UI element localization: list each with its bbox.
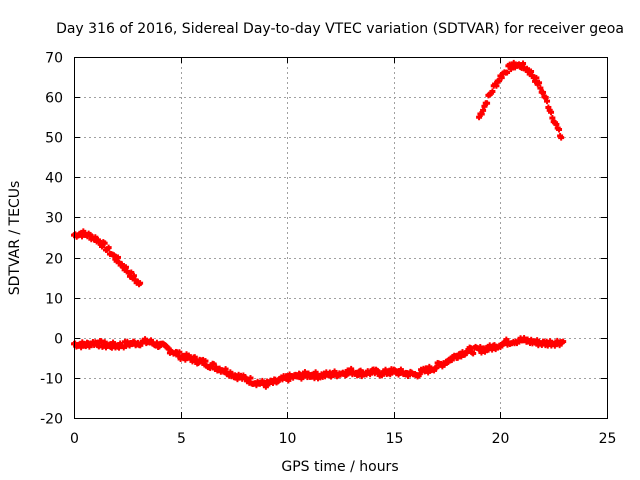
y-tick-label: 0	[54, 332, 63, 348]
y-axis-label: SDTVAR / TECUs	[7, 181, 23, 296]
y-tick-label: 50	[45, 131, 63, 147]
y-tick-label: 40	[45, 171, 63, 187]
x-tick-label: 20	[492, 431, 510, 447]
x-tick-label: 15	[386, 431, 404, 447]
y-tick-label: 60	[45, 91, 63, 107]
data-traces	[71, 59, 567, 390]
y-tick-label: -10	[40, 372, 63, 388]
x-axis-label: GPS time / hours	[281, 459, 398, 475]
chart-title: Day 316 of 2016, Sidereal Day-to-day VTE…	[56, 21, 624, 37]
series-trace-early-high	[71, 228, 144, 288]
y-tick-label: 70	[45, 51, 63, 67]
x-tick-label: 5	[177, 431, 186, 447]
x-tick-label: 10	[279, 431, 297, 447]
axis-ticks: 0 5 10 15 20 25 -20 -10 0 10 20 30 40 50 60 70	[40, 51, 616, 448]
y-tick-label: -20	[40, 412, 63, 428]
x-tick-label: 25	[599, 431, 617, 447]
y-tick-label: 10	[45, 292, 63, 308]
series-trace-late-high	[476, 59, 565, 141]
series-trace-main	[71, 335, 567, 390]
grid-lines	[74, 57, 607, 418]
y-tick-label: 30	[45, 211, 63, 227]
plot-frame	[74, 57, 608, 419]
y-tick-label: 20	[45, 252, 63, 268]
x-tick-label: 0	[70, 431, 79, 447]
